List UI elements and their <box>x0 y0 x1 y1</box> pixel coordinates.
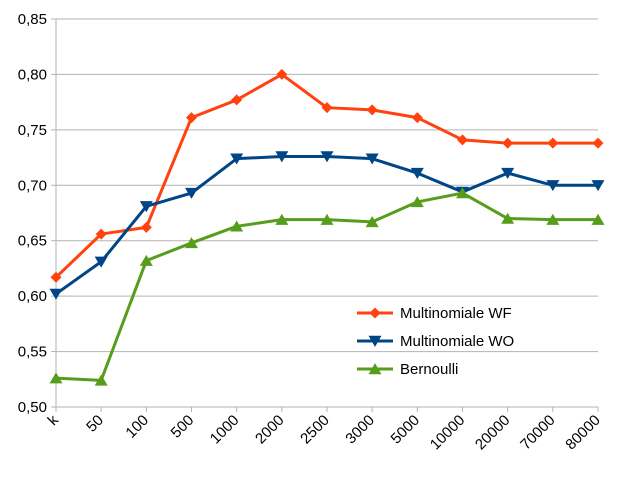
gridlines <box>56 18 598 353</box>
data-point <box>230 153 244 165</box>
x-tick-label: k <box>45 411 63 429</box>
data-point <box>95 228 107 240</box>
data-point <box>320 151 334 163</box>
legend-entry: Bernoulli <box>357 361 458 378</box>
data-point <box>501 212 515 224</box>
series-group <box>49 68 605 386</box>
data-point <box>186 112 197 124</box>
y-tick-label: 0,50 <box>18 399 47 416</box>
series-0 <box>50 68 604 283</box>
data-point <box>275 213 289 225</box>
data-point <box>591 213 605 225</box>
data-point <box>185 187 198 199</box>
series-1 <box>49 151 605 300</box>
x-tick-label: 50 <box>83 412 107 436</box>
data-point <box>139 254 153 266</box>
x-tick-label: 80000 <box>562 412 604 454</box>
x-tick-label: 70000 <box>517 412 559 454</box>
x-tick-label: 500 <box>168 412 198 442</box>
data-point <box>321 102 333 114</box>
data-point <box>185 237 198 249</box>
data-point <box>139 201 153 213</box>
data-point <box>456 187 469 199</box>
x-tick-label: 3000 <box>342 412 378 448</box>
data-point <box>410 196 424 208</box>
y-tick-labels: 0,50 0,55 0,60 0,65 0,70 0,75 0,80 0,85 <box>18 11 47 416</box>
data-point <box>546 213 560 225</box>
y-tick-label: 0,60 <box>18 288 47 305</box>
legend-swatch-marker <box>368 335 382 347</box>
data-point <box>365 216 379 228</box>
data-point <box>94 374 108 386</box>
legend-swatch-marker <box>368 363 382 375</box>
y-tick-label: 0,70 <box>18 177 47 194</box>
y-tick-label: 0,65 <box>18 233 47 250</box>
x-tick-label: 100 <box>122 412 152 442</box>
data-point <box>50 271 62 283</box>
data-point <box>94 256 108 268</box>
series-line <box>55 154 598 296</box>
data-point <box>501 167 515 179</box>
data-point <box>410 167 424 179</box>
data-point <box>49 288 63 300</box>
data-point <box>547 137 559 149</box>
y-tick-label: 0,75 <box>18 122 47 139</box>
data-point <box>366 104 378 116</box>
x-tick-label: 5000 <box>388 412 424 448</box>
data-point <box>275 151 289 163</box>
data-point <box>140 221 152 233</box>
y-tick-label: 0,80 <box>18 66 47 83</box>
series-2 <box>49 187 605 386</box>
data-point <box>411 112 423 124</box>
data-point <box>546 180 560 192</box>
data-point <box>320 213 334 225</box>
axes <box>51 18 599 412</box>
x-tick-label: 1000 <box>207 412 243 448</box>
legend-label: Multinomiale WO <box>400 333 514 350</box>
data-point <box>457 134 468 146</box>
legend-swatch-marker <box>369 307 381 319</box>
data-point <box>365 153 379 165</box>
y-tick-label: 0,85 <box>18 11 47 28</box>
legend-label: Multinomiale WF <box>400 305 512 322</box>
data-point <box>230 220 244 232</box>
x-tick-label: 20000 <box>472 412 514 454</box>
data-point <box>592 137 604 149</box>
data-point <box>276 68 288 80</box>
data-point <box>49 372 63 384</box>
x-tick-labels: k 50 100 500 1000 2000 2500 3000 5000 10000 20000 7… <box>45 411 604 453</box>
data-point <box>502 137 514 149</box>
legend-entry: Multinomiale WF <box>357 305 512 322</box>
x-tick-label: 10000 <box>427 412 469 454</box>
legend-label: Bernoulli <box>400 361 458 378</box>
data-point <box>591 180 605 192</box>
data-point <box>231 94 243 106</box>
legend-entry: Multinomiale WO <box>357 333 514 350</box>
x-tick-label: 2500 <box>297 412 333 448</box>
legend: Multinomiale WF Multinomiale WO Bernoulli <box>357 305 514 378</box>
x-tick-label: 2000 <box>252 412 288 448</box>
y-tick-label: 0,55 <box>18 344 47 361</box>
